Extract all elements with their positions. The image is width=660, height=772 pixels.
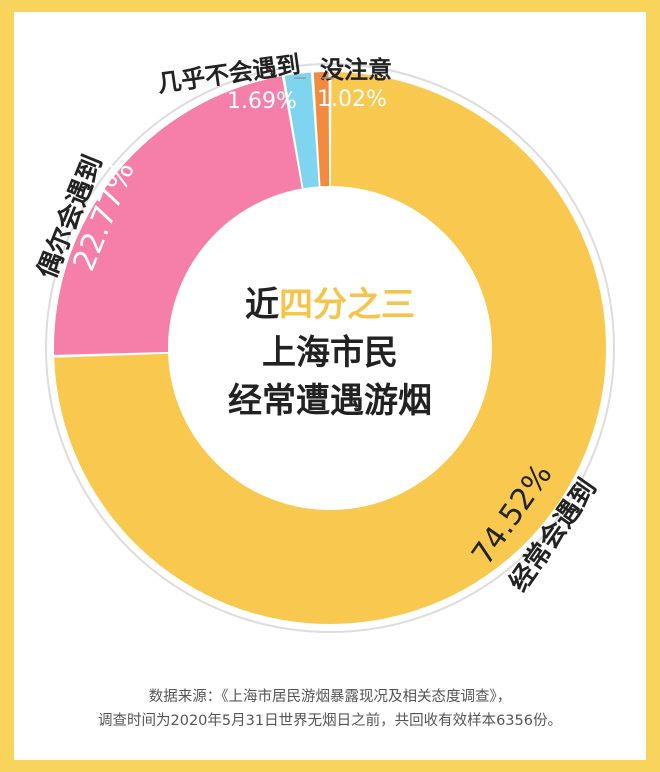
slice-1 (54, 76, 302, 355)
headline-highlight: 四分之三 (279, 285, 415, 325)
slice-3 (313, 72, 330, 187)
slice-2 (284, 72, 319, 189)
headline-line-3: 经常遭遇游烟 (228, 381, 432, 421)
headline-line-2: 上海市民 (262, 333, 398, 373)
slice-value-label-2: 1.69% (227, 89, 297, 114)
headline-prefix: 近 (245, 285, 279, 325)
slices-layer (54, 72, 607, 624)
slice-value-label-3: 1.02% (317, 87, 387, 112)
slice-name-label-3: 没注意 (320, 56, 392, 84)
outer-ring-outline (45, 63, 615, 633)
headline-line-1: 近四分之三 (0, 282, 660, 328)
slice-0 (54, 72, 607, 624)
footnote-survey: 调查时间为2020年5月31日世界无烟日之前，共回收有效样本6356份。 (98, 713, 562, 729)
footnote-source: 数据来源：《上海市居民游烟暴露现况及相关态度调查》， (148, 689, 512, 705)
